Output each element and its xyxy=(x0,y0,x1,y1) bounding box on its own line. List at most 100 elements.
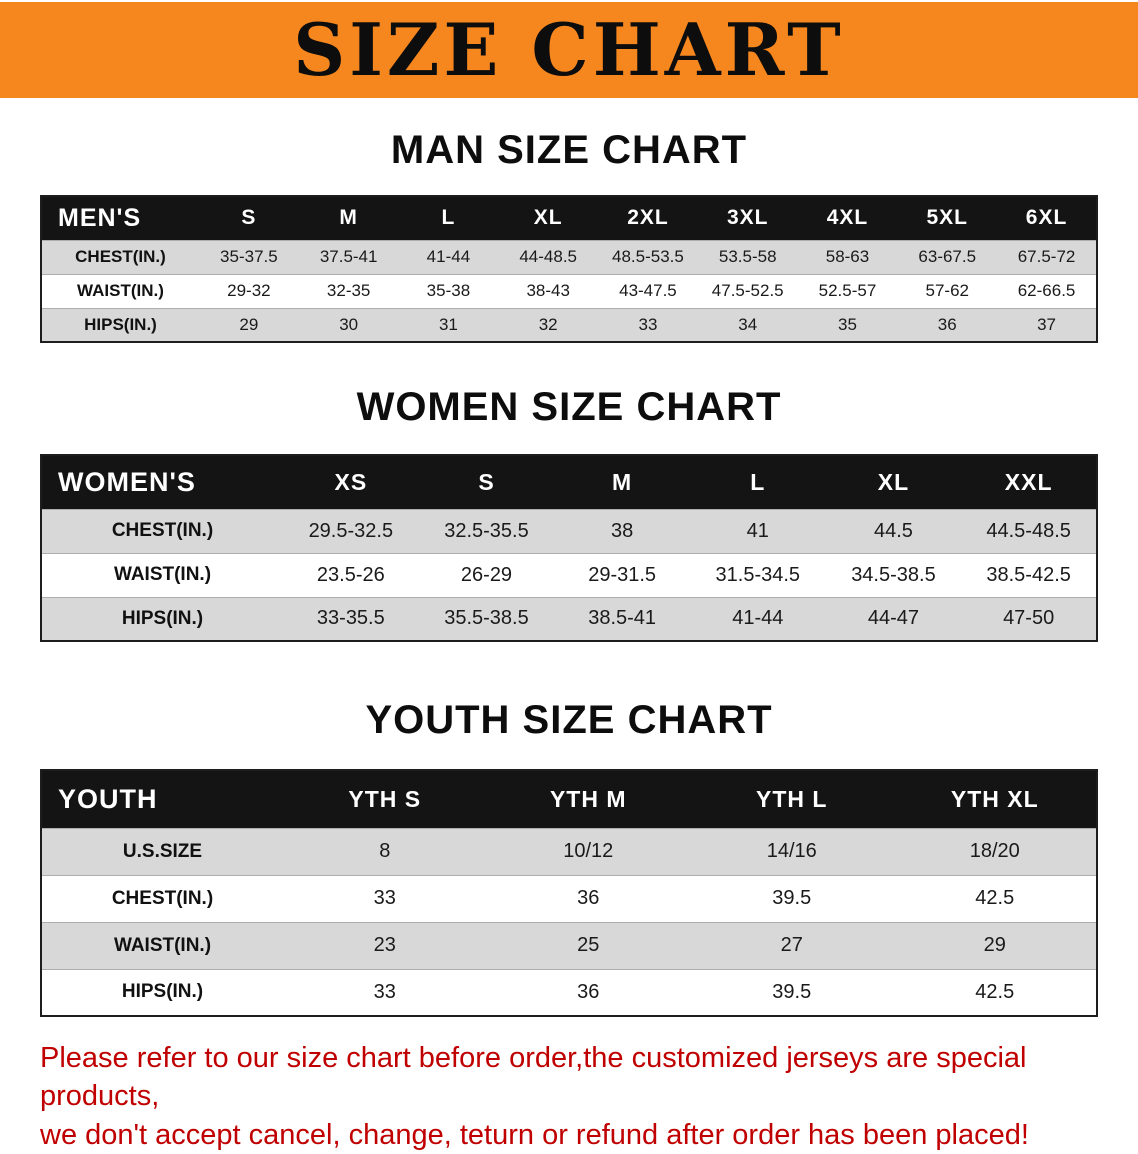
men-table-title: MEN'S xyxy=(41,196,199,240)
youth-row-hips-in: HIPS(IN.) 33 36 39.5 42.5 xyxy=(41,969,1097,1016)
size-value: 29-31.5 xyxy=(588,563,657,586)
row-label: CHEST(IN.) xyxy=(111,887,214,909)
size-value: 53.5-58 xyxy=(718,247,777,266)
size-value: 30 xyxy=(339,314,359,334)
size-value: 47-50 xyxy=(1003,607,1055,630)
row-label: WAIST(IN.) xyxy=(77,281,164,300)
size-value: 25 xyxy=(577,934,600,956)
size-value: 62-66.5 xyxy=(1017,281,1076,300)
men-column-m: M xyxy=(298,196,399,240)
disclaimer-line-2: we don't accept cancel, change, teturn o… xyxy=(40,1118,1029,1151)
size-value: 43-47.5 xyxy=(619,281,677,300)
men-section: MAN SIZE CHART MEN'S S M L XL 2XL 3XL 4XL 5XL 6XL… xyxy=(0,128,1138,343)
row-label: U.S.SIZE xyxy=(122,840,203,862)
row-label: WAIST(IN.) xyxy=(113,934,212,956)
size-value: 38-43 xyxy=(526,281,570,300)
men-header-row: MEN'S S M L XL 2XL 3XL 4XL 5XL 6XL xyxy=(41,196,1097,240)
size-value: 41 xyxy=(746,519,769,542)
size-value: 41-44 xyxy=(426,247,471,266)
size-value: 35 xyxy=(838,314,857,334)
youth-column-yth-s: YTH S xyxy=(283,770,487,828)
size-value: 36 xyxy=(937,314,957,334)
row-label: HIPS(IN.) xyxy=(84,314,157,334)
women-column-m: M xyxy=(554,455,690,509)
men-row-hips-in: HIPS(IN.) 29 30 31 32 33 34 35 36 37 xyxy=(41,308,1097,342)
size-value: 58-63 xyxy=(825,247,870,266)
size-value: 33 xyxy=(373,887,396,909)
size-value: 27 xyxy=(780,934,803,956)
size-value: 35.5-38.5 xyxy=(444,607,529,630)
disclaimer-line-1: Please refer to our size chart before or… xyxy=(40,1042,1027,1113)
size-value: 29 xyxy=(239,314,259,334)
size-value: 29 xyxy=(983,934,1006,956)
size-value: 52.5-57 xyxy=(818,281,877,300)
row-label: CHEST(IN.) xyxy=(75,247,166,266)
women-size-table: WOMEN'S XS S M L XL XXL CHEST(IN.) 29.5-32.5 32.5… xyxy=(40,454,1098,642)
size-value: 48.5-53.5 xyxy=(612,247,684,266)
banner: SIZE CHART xyxy=(0,0,1138,100)
youth-row-u-s-size: U.S.SIZE 8 10/12 14/16 18/20 xyxy=(41,828,1097,875)
page-title: SIZE CHART xyxy=(293,7,845,92)
youth-row-chest-in: CHEST(IN.) 33 36 39.5 42.5 xyxy=(41,875,1097,922)
men-column-xl: XL xyxy=(498,196,599,240)
size-value: 26-29 xyxy=(460,563,513,586)
size-value: 44-48.5 xyxy=(519,247,578,266)
size-value: 44-47 xyxy=(867,607,920,630)
size-value: 33 xyxy=(373,980,396,1003)
women-section: WOMEN SIZE CHART WOMEN'S XS S M L XL XXL CHEST(… xyxy=(0,385,1138,642)
size-value: 38 xyxy=(611,519,634,542)
size-value: 44.5 xyxy=(873,519,913,542)
size-value: 67.5-72 xyxy=(1017,247,1076,266)
men-column-l: L xyxy=(398,196,499,240)
size-value: 57-62 xyxy=(925,281,969,300)
size-value: 37.5-41 xyxy=(319,247,378,266)
youth-section: YOUTH SIZE CHART YOUTH YTH S YTH M YTH L YTH… xyxy=(0,698,1138,1017)
size-value: 32 xyxy=(538,314,558,334)
size-value: 42.5 xyxy=(975,887,1015,909)
women-section-heading: WOMEN SIZE CHART xyxy=(356,385,782,429)
men-row-chest-in: CHEST(IN.) 35-37.5 37.5-41 41-44 44-48.5 48.5… xyxy=(41,240,1097,274)
size-value: 44.5-48.5 xyxy=(986,519,1071,542)
size-value: 29.5-32.5 xyxy=(308,519,394,542)
women-row-waist-in: WAIST(IN.) 23.5-26 26-29 29-31.5 31.5-34.5 34… xyxy=(41,553,1097,597)
disclaimer: Please refer to our size chart before or… xyxy=(40,1039,1112,1154)
men-column-3xl: 3XL xyxy=(697,196,798,240)
size-value: 39.5 xyxy=(772,980,812,1003)
size-value: 10/12 xyxy=(563,840,614,862)
women-table-title: WOMEN'S xyxy=(41,455,283,509)
size-value: 63-67.5 xyxy=(918,247,977,266)
women-column-l: L xyxy=(689,455,826,509)
size-value: 47.5-52.5 xyxy=(711,281,784,300)
size-value: 38.5-42.5 xyxy=(986,563,1071,586)
size-value: 35-37.5 xyxy=(220,247,278,266)
women-column-s: S xyxy=(418,455,555,509)
men-column-2xl: 2XL xyxy=(598,196,698,240)
men-column-6xl: 6XL xyxy=(997,196,1097,240)
size-value: 23 xyxy=(373,934,396,956)
size-value: 35-38 xyxy=(426,281,471,300)
size-value: 36 xyxy=(577,980,600,1003)
men-section-heading: MAN SIZE CHART xyxy=(390,128,748,172)
row-label: HIPS(IN.) xyxy=(121,607,204,629)
size-value: 31 xyxy=(438,314,458,334)
women-column-xxl: XXL xyxy=(961,455,1097,509)
size-value: 36 xyxy=(577,887,600,909)
men-column-4xl: 4XL xyxy=(797,196,898,240)
size-value: 39.5 xyxy=(772,887,812,909)
row-label: HIPS(IN.) xyxy=(121,981,204,1003)
size-value: 33 xyxy=(638,314,658,334)
size-value: 38.5-41 xyxy=(588,607,657,630)
youth-section-heading: YOUTH SIZE CHART xyxy=(365,698,773,742)
youth-header-row: YOUTH YTH S YTH M YTH L YTH XL xyxy=(41,770,1097,828)
size-value: 42.5 xyxy=(975,980,1015,1003)
youth-column-yth-l: YTH L xyxy=(690,770,894,828)
men-size-table: MEN'S S M L XL 2XL 3XL 4XL 5XL 6XL CHEST(IN.) 35-37… xyxy=(40,195,1098,343)
size-value: 37 xyxy=(1037,314,1057,334)
youth-table-title: YOUTH xyxy=(41,770,283,828)
youth-size-table: YOUTH YTH S YTH M YTH L YTH XL U.S.SIZE 8 10/12… xyxy=(40,769,1098,1017)
men-column-5xl: 5XL xyxy=(897,196,998,240)
size-value: 41-44 xyxy=(732,607,784,630)
size-value: 8 xyxy=(379,840,391,862)
men-column-s: S xyxy=(199,196,299,240)
